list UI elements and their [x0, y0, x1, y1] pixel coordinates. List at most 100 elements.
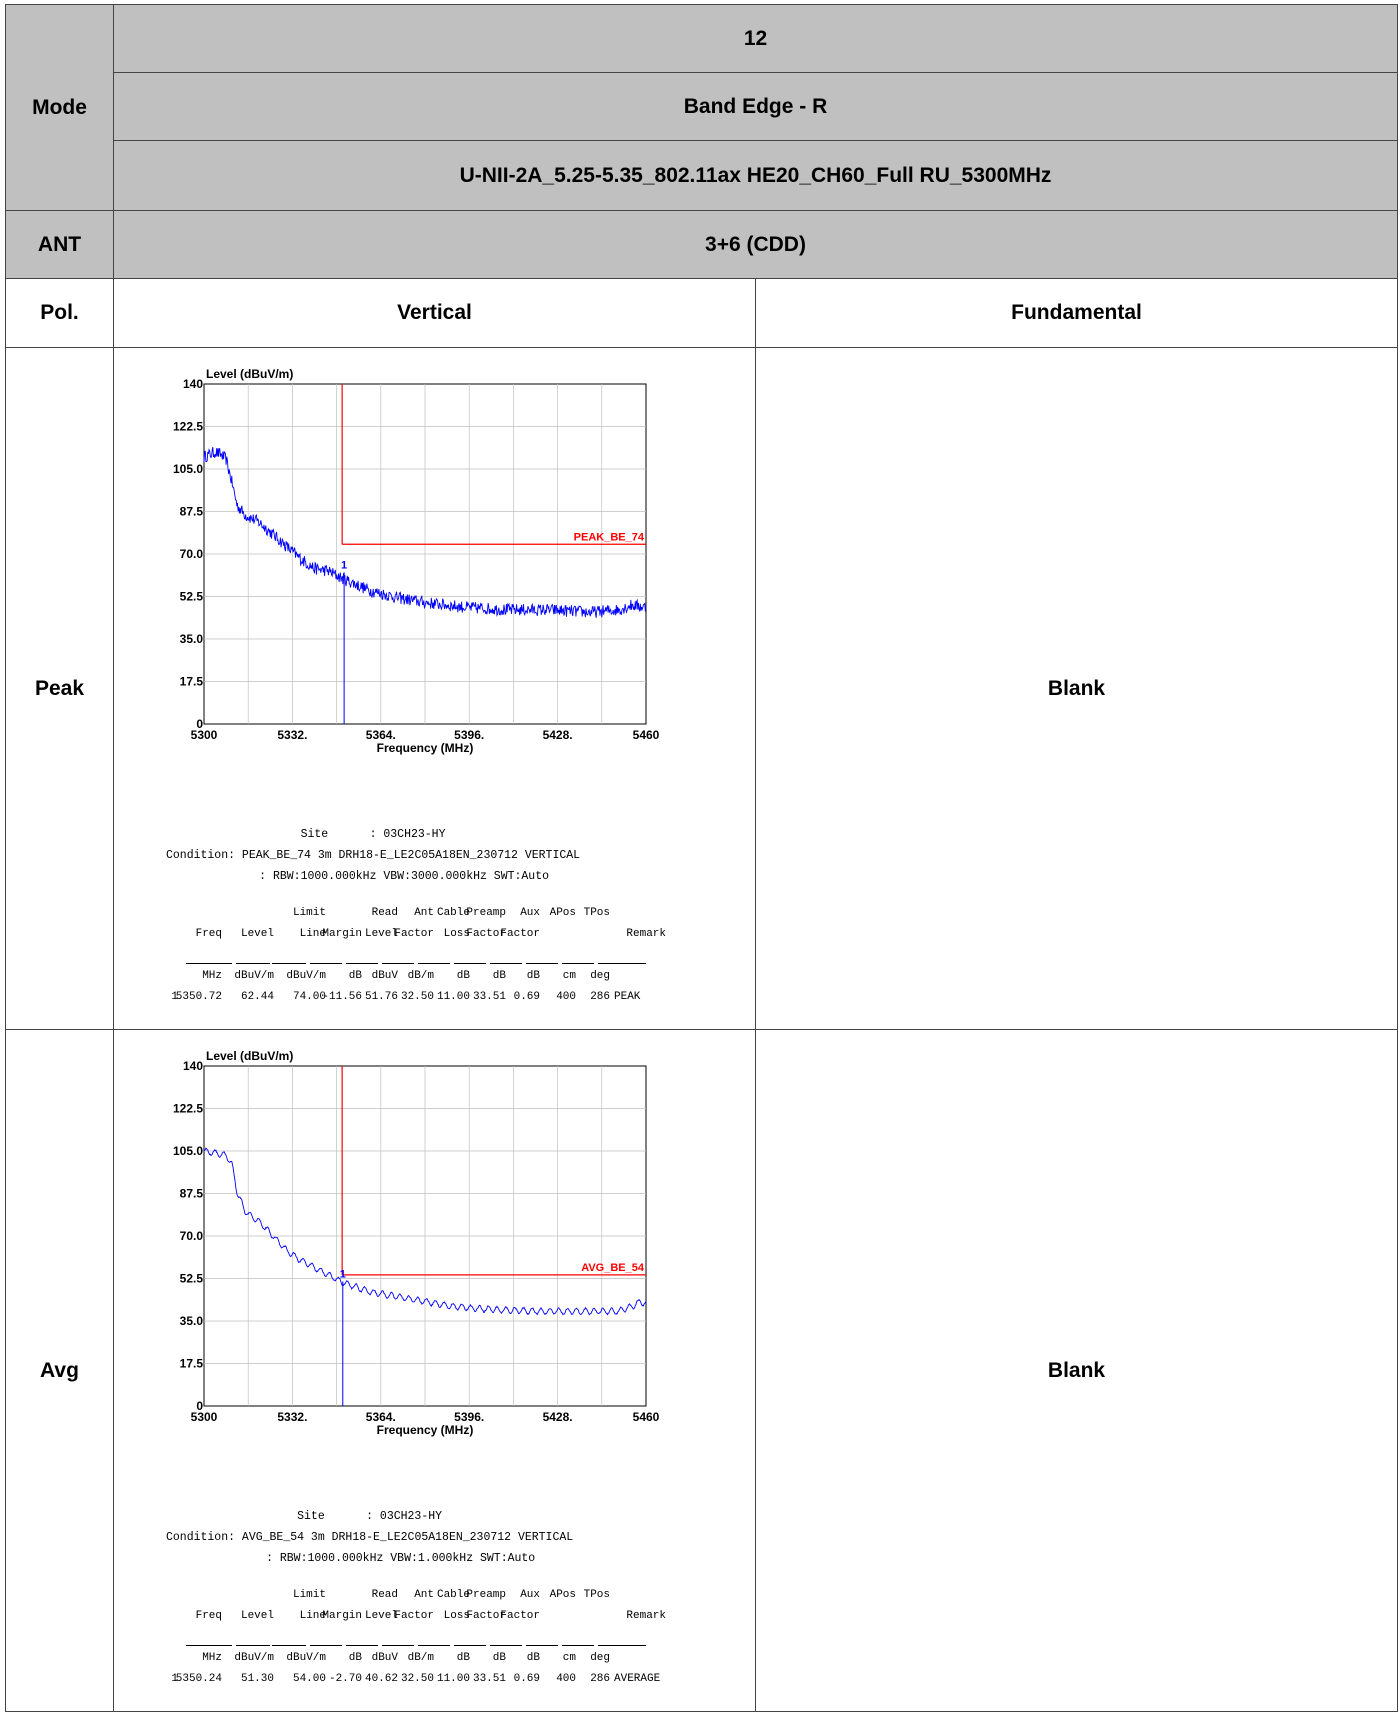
limit-label: AVG_BE_54 [581, 1261, 645, 1273]
table-cell: cm [562, 1651, 576, 1664]
table-cell: 32.50 [400, 1672, 434, 1685]
table-cell: Freq [195, 1609, 222, 1622]
table-cell: 286 [590, 1672, 610, 1685]
table-underline [346, 1644, 378, 1646]
table-cell: 286 [590, 990, 610, 1003]
ant-label: ANT [5, 210, 114, 279]
table-cell: 1 [171, 990, 178, 1003]
peak-info: Site : 03CH23-HY Condition: PEAK_BE_74 3… [166, 824, 580, 887]
table-cell: MHz [202, 969, 222, 982]
table-cell: Factor [500, 927, 540, 940]
peak-plot: Site : 03CH23-HY Condition: PEAK_BE_74 3… [114, 349, 754, 1029]
table-cell: deg [590, 969, 610, 982]
table-cell: Remark [626, 927, 666, 940]
table-cell: Cable [436, 906, 470, 919]
y-tick-label: 105.0 [173, 462, 203, 476]
table-cell: 54.00 [292, 1672, 326, 1685]
table-cell: Limit [292, 1588, 326, 1601]
table-cell: dB [492, 969, 506, 982]
table-cell: Factor [500, 1609, 540, 1622]
table-underline [454, 1644, 486, 1646]
y-tick-label: 87.5 [180, 1186, 204, 1200]
y-tick-label: 105.0 [173, 1144, 203, 1158]
table-cell: -11.56 [322, 990, 362, 1003]
peak-condition: Condition: PEAK_BE_74 3m DRH18-E_LE2C05A… [166, 848, 581, 862]
table-cell: Loss [443, 927, 470, 940]
table-cell: dB/m [407, 1651, 434, 1664]
avg-condition2: : RBW:1000.000kHz VBW:1.000kHz SWT:Auto [203, 1551, 536, 1565]
table-cell: Cable [436, 1588, 470, 1601]
x-tick-label: 5428. [543, 1410, 573, 1424]
table-cell: TPos [583, 1588, 610, 1601]
table-cell: 62.44 [240, 990, 274, 1003]
table-cell: Factor [394, 927, 434, 940]
table-cell: Factor [466, 927, 506, 940]
spectrum-trace [203, 1146, 647, 1316]
y-tick-label: 35.0 [180, 632, 204, 646]
table-cell: dB [348, 969, 362, 982]
table-cell: Remark [626, 1609, 666, 1622]
table-cell: dB [456, 1651, 470, 1664]
table-cell: 1 [171, 1672, 178, 1685]
y-axis-label: Level (dBuV/m) [206, 367, 293, 381]
table-cell: Limit [292, 906, 326, 919]
table-underline [346, 962, 378, 964]
x-tick-label: 5396. [454, 1410, 484, 1424]
table-cell: Margin [322, 927, 362, 940]
table-cell: dBuV/m [286, 969, 326, 982]
peak-condition2: : RBW:1000.000kHz VBW:3000.000kHz SWT:Au… [197, 869, 550, 883]
table-cell: PEAK [614, 990, 641, 1003]
table-underline [418, 1644, 450, 1646]
y-tick-label: 17.5 [180, 674, 204, 688]
table-cell: 5350.24 [175, 1672, 222, 1685]
spectrum-trace [203, 446, 647, 618]
pol-label: Pol. [5, 278, 114, 348]
table-cell: Level [240, 1609, 274, 1622]
x-tick-label: 5300 [191, 1410, 218, 1424]
x-tick-label: 5460 [633, 728, 660, 742]
avg-condition: Condition: AVG_BE_54 3m DRH18-E_LE2C05A1… [166, 1530, 574, 1544]
table-cell: 5350.72 [175, 990, 222, 1003]
table-cell: dBuV/m [286, 1651, 326, 1664]
spectrum-chart: 0 17.5 35.0 52.5 70.0 87.5 105.0 122.5 140 5300 53… [173, 1049, 660, 1437]
table-cell: dBuV/m [234, 1651, 274, 1664]
table-cell: Aux [520, 906, 540, 919]
table-cell: 11.00 [436, 1672, 470, 1685]
marker-label: 1 [341, 559, 347, 571]
y-tick-label: 87.5 [180, 504, 204, 518]
table-cell: 0.69 [513, 1672, 540, 1685]
table-cell: MHz [202, 1651, 222, 1664]
table-cell: -2.70 [328, 1672, 362, 1685]
table-cell: Level [364, 1609, 398, 1622]
peak-plot-cell: Site : 03CH23-HY Condition: PEAK_BE_74 3… [113, 347, 756, 1030]
table-cell: Level [240, 927, 274, 940]
table-cell: 11.00 [436, 990, 470, 1003]
y-tick-label: 140 [183, 377, 203, 391]
table-cell: dB/m [407, 969, 434, 982]
x-tick-label: 5300 [191, 728, 218, 742]
table-cell: 33.51 [472, 1672, 506, 1685]
table-cell: 33.51 [472, 990, 506, 1003]
spectrum-chart: 0 17.5 35.0 52.5 70.0 87.5 105.0 122.5 140 5300 53… [173, 367, 660, 755]
table-cell: 40.62 [364, 1672, 398, 1685]
pol-fundamental: Fundamental [754, 278, 1399, 348]
table-cell: dBuV [371, 1651, 398, 1664]
x-axis-label: Frequency (MHz) [377, 741, 474, 755]
table-underline [272, 962, 306, 964]
mode-label: Mode [5, 4, 114, 211]
table-underline [186, 1644, 232, 1646]
table-cell: 0.69 [513, 990, 540, 1003]
x-tick-label: 5364. [366, 728, 396, 742]
table-cell: 32.50 [400, 990, 434, 1003]
table-cell: Preamp [466, 906, 506, 919]
table-cell: dB [348, 1651, 362, 1664]
table-cell: Aux [520, 1588, 540, 1601]
table-cell: Read [371, 906, 398, 919]
y-tick-label: 0 [196, 717, 203, 731]
table-underline [562, 962, 594, 964]
table-underline [236, 962, 270, 964]
x-tick-label: 5364. [366, 1410, 396, 1424]
test-mode: U-NII-2A_5.25-5.35_802.11ax HE20_CH60_Fu… [112, 140, 1399, 211]
y-tick-label: 122.5 [173, 419, 203, 433]
x-tick-label: 5332. [277, 1410, 307, 1424]
